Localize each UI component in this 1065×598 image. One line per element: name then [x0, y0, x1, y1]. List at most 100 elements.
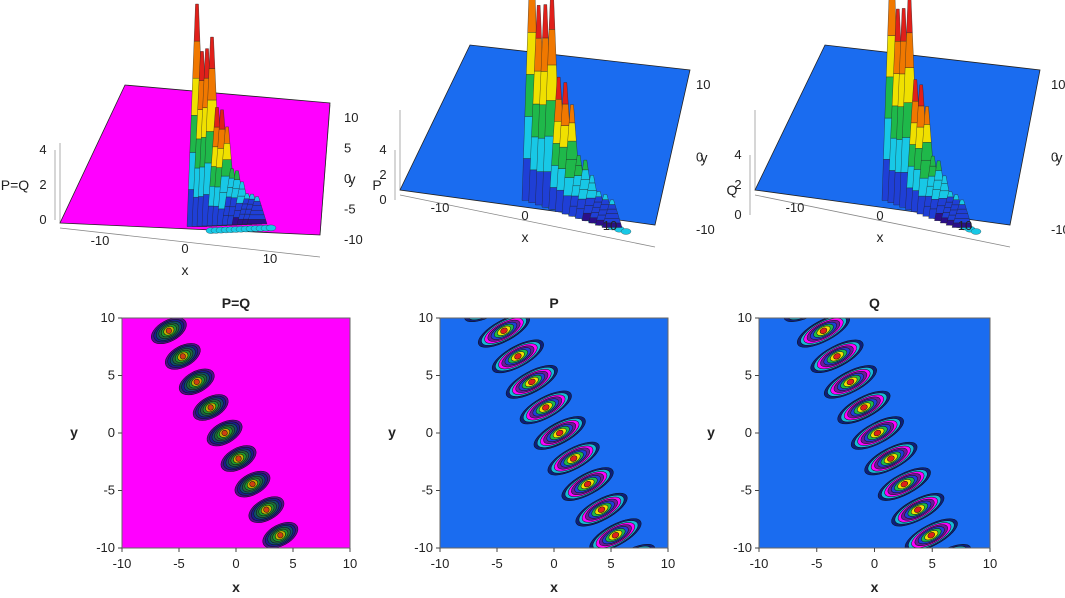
surface-peak-band [248, 193, 256, 200]
surface-peak-band [207, 68, 217, 101]
contour-lobe [478, 296, 502, 315]
x-axis-label: x [550, 579, 558, 595]
x-tick-label: 10 [958, 218, 972, 233]
contour-plot-p: P -10 -5 0 5 10 10 5 0 -5 -10 x y [388, 295, 675, 595]
surface-peak-band [595, 191, 602, 197]
y-tick-label: -5 [421, 483, 433, 498]
x-tick-label: -10 [786, 200, 805, 215]
x-tick-label: 10 [603, 218, 617, 233]
contour-lobe [787, 288, 833, 323]
surface-peak-band [223, 126, 231, 144]
z-tick-label: 2 [379, 167, 386, 182]
surface-peak-band [238, 181, 246, 190]
y-tick-label: -5 [740, 483, 752, 498]
contour-plot-pq: P=Q -10 -5 0 5 10 10 5 0 -5 -10 x y [70, 295, 357, 595]
y-tick-label: -10 [1051, 222, 1065, 237]
x-tick-label: 0 [871, 556, 878, 571]
y-tick-label: -10 [344, 232, 363, 247]
x-axis-label: x [522, 229, 529, 245]
y-tick-label: 10 [344, 110, 358, 125]
surface-peak-band [249, 210, 265, 215]
y-tick-label: 10 [696, 77, 710, 92]
x-tick-label: -10 [750, 556, 769, 571]
contour-lobe [597, 506, 606, 513]
y-tick-label: 0 [696, 150, 703, 165]
surface-wing [970, 228, 982, 235]
contour-lobe [783, 318, 837, 322]
z-tick-label: 0 [379, 192, 386, 207]
surface-peak-band [555, 76, 562, 100]
surface-peak-band [935, 160, 942, 171]
contour-band [137, 299, 313, 548]
x-tick-label: -10 [113, 556, 132, 571]
z-tick-label: 0 [734, 207, 741, 222]
contour-lobe [802, 299, 818, 312]
contour-lobe [887, 455, 895, 462]
surface-peak-band [243, 193, 251, 199]
contour-lobe [486, 301, 495, 309]
contour-lobe [614, 549, 645, 573]
y-axis-label: y [349, 171, 356, 187]
x-tick-label: 0 [232, 556, 239, 571]
z-tick-label: 4 [39, 142, 46, 157]
contour-lobe [482, 298, 498, 311]
contour-lobe [873, 429, 882, 437]
z-tick-label: 0 [39, 212, 46, 227]
surface-peak-band [228, 168, 236, 179]
y-tick-label: 10 [1051, 77, 1065, 92]
contour-lobe [914, 506, 922, 513]
y-axis-label: y [701, 150, 708, 166]
x-axis-label: x [871, 579, 879, 595]
z-tick-label: 4 [379, 142, 386, 157]
box-edge [754, 194, 1011, 248]
surface-peak-band [527, 0, 537, 33]
contour-lobe [583, 480, 592, 488]
x-tick-label: -5 [173, 556, 185, 571]
surface-peak-band [198, 51, 206, 81]
contour-lobe [806, 301, 815, 309]
surface-peak-band [953, 194, 960, 200]
y-axis-label: y [70, 424, 78, 440]
surface-peak-band [203, 48, 211, 79]
contour-lobe [569, 455, 578, 462]
contour-plot-q: Q -10 -5 0 5 10 10 5 0 -5 -10 x y [707, 288, 997, 595]
surface-peak-band [918, 84, 925, 107]
y-tick-label: -5 [344, 202, 356, 217]
y-tick-label: 5 [344, 141, 351, 156]
contour-lobe [542, 404, 550, 411]
z-tick-label: 2 [734, 177, 741, 192]
z-tick-label: 4 [734, 147, 741, 162]
x-tick-label: 5 [607, 556, 614, 571]
y-tick-label: 0 [1051, 150, 1058, 165]
contour-lobe [625, 557, 634, 565]
surface-peak-band [934, 170, 944, 181]
surface-peak-band [588, 175, 596, 184]
surface-peak-band [606, 208, 618, 214]
y-tick-label: 0 [108, 425, 115, 440]
surface-peak-band [213, 107, 221, 128]
surface-peak-band [251, 205, 263, 211]
x-tick-label: 10 [661, 556, 675, 571]
surface-peak-band [900, 8, 907, 42]
surface-plot-p: 0 2 4 P -10 0 10 x 10 0 -10 y [372, 0, 715, 248]
x-tick-label: 5 [289, 556, 296, 571]
contour-lobe [148, 299, 162, 311]
contour-lobe [933, 551, 957, 570]
contour-lobe [846, 378, 855, 386]
contour-lobe [464, 318, 517, 323]
surface-peak-band [941, 175, 948, 184]
x-tick-label: -5 [491, 556, 503, 571]
contour-lobe [221, 429, 228, 437]
surface-peak-band [887, 0, 897, 36]
contour-lobe [918, 544, 972, 548]
contour-lobe [621, 554, 637, 567]
surface-wing [265, 224, 277, 232]
surface-peak-band [912, 79, 919, 102]
surface-peak-band [587, 182, 597, 191]
surface-peak-band [208, 36, 216, 69]
y-tick-label: -10 [696, 222, 715, 237]
y-tick-label: 10 [738, 310, 752, 325]
surface-peak-band [939, 183, 950, 191]
surface-peak-band [608, 199, 616, 205]
y-tick-label: 0 [426, 425, 433, 440]
